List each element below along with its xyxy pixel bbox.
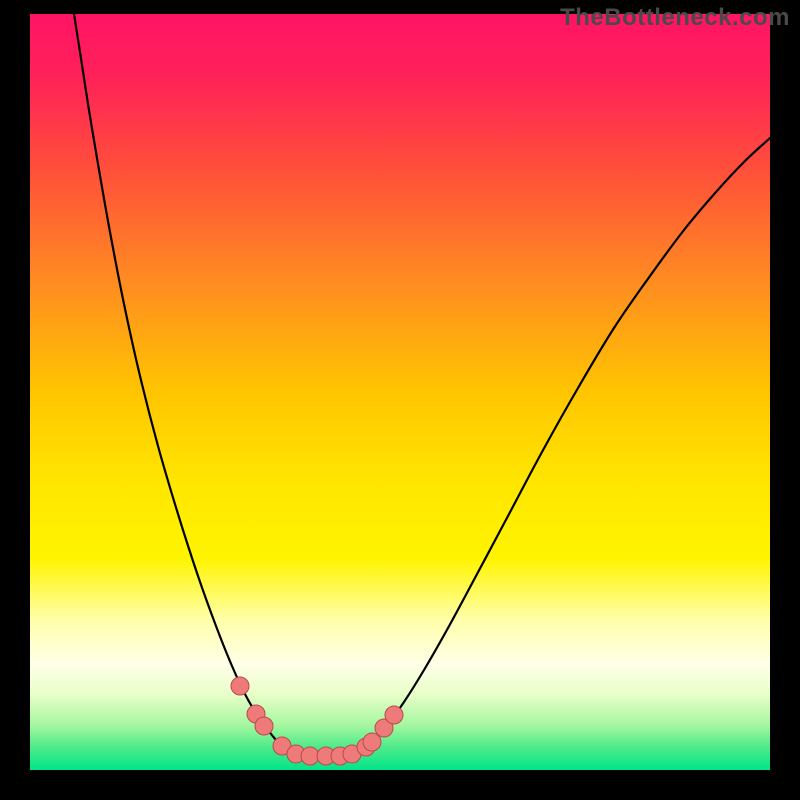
gradient-background [30,14,770,770]
data-marker [231,677,249,695]
data-marker [301,747,319,765]
chart-frame: TheBottleneck.com [0,0,800,800]
data-marker [363,733,381,751]
plot-area [30,14,770,770]
data-marker [385,706,403,724]
data-marker [255,717,273,735]
watermark-text: TheBottleneck.com [560,4,790,32]
